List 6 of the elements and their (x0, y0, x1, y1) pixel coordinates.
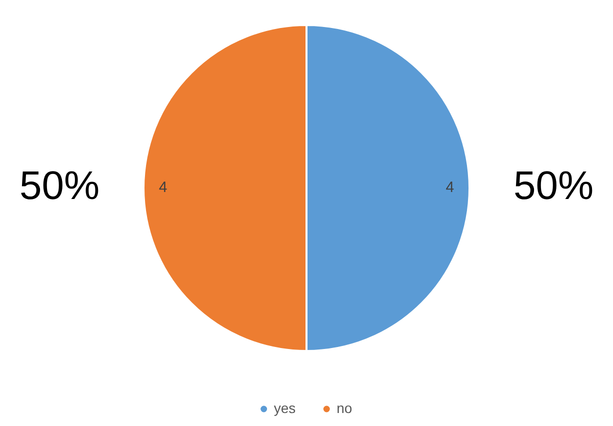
legend-label: no (336, 400, 352, 416)
legend-label: yes (274, 400, 296, 416)
text: 50% (19, 164, 100, 208)
data-label: 4 (446, 179, 454, 196)
text: 50% (513, 164, 594, 208)
data-label: 4 (158, 179, 168, 196)
